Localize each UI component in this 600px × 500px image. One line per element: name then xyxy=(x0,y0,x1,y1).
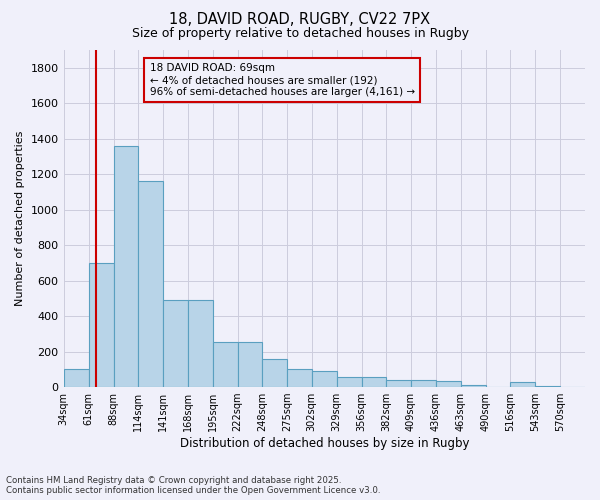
Bar xyxy=(337,378,362,387)
Bar xyxy=(535,386,560,387)
Text: 18, DAVID ROAD, RUGBY, CV22 7PX: 18, DAVID ROAD, RUGBY, CV22 7PX xyxy=(169,12,431,28)
Bar xyxy=(510,382,535,387)
Bar xyxy=(64,370,89,387)
Bar xyxy=(238,342,262,387)
Bar xyxy=(262,358,287,387)
Bar xyxy=(436,381,461,387)
Bar xyxy=(386,380,411,387)
Bar xyxy=(312,371,337,387)
Bar xyxy=(362,378,386,387)
Bar xyxy=(188,300,212,387)
Y-axis label: Number of detached properties: Number of detached properties xyxy=(15,131,25,306)
Bar xyxy=(89,263,113,387)
Text: Size of property relative to detached houses in Rugby: Size of property relative to detached ho… xyxy=(131,28,469,40)
Text: 18 DAVID ROAD: 69sqm
← 4% of detached houses are smaller (192)
96% of semi-detac: 18 DAVID ROAD: 69sqm ← 4% of detached ho… xyxy=(149,64,415,96)
Text: Contains HM Land Registry data © Crown copyright and database right 2025.
Contai: Contains HM Land Registry data © Crown c… xyxy=(6,476,380,495)
X-axis label: Distribution of detached houses by size in Rugby: Distribution of detached houses by size … xyxy=(179,437,469,450)
Bar xyxy=(287,370,312,387)
Bar xyxy=(461,386,486,387)
Bar xyxy=(163,300,188,387)
Bar xyxy=(411,380,436,387)
Bar xyxy=(212,342,238,387)
Bar xyxy=(137,182,163,387)
Bar xyxy=(113,146,137,387)
